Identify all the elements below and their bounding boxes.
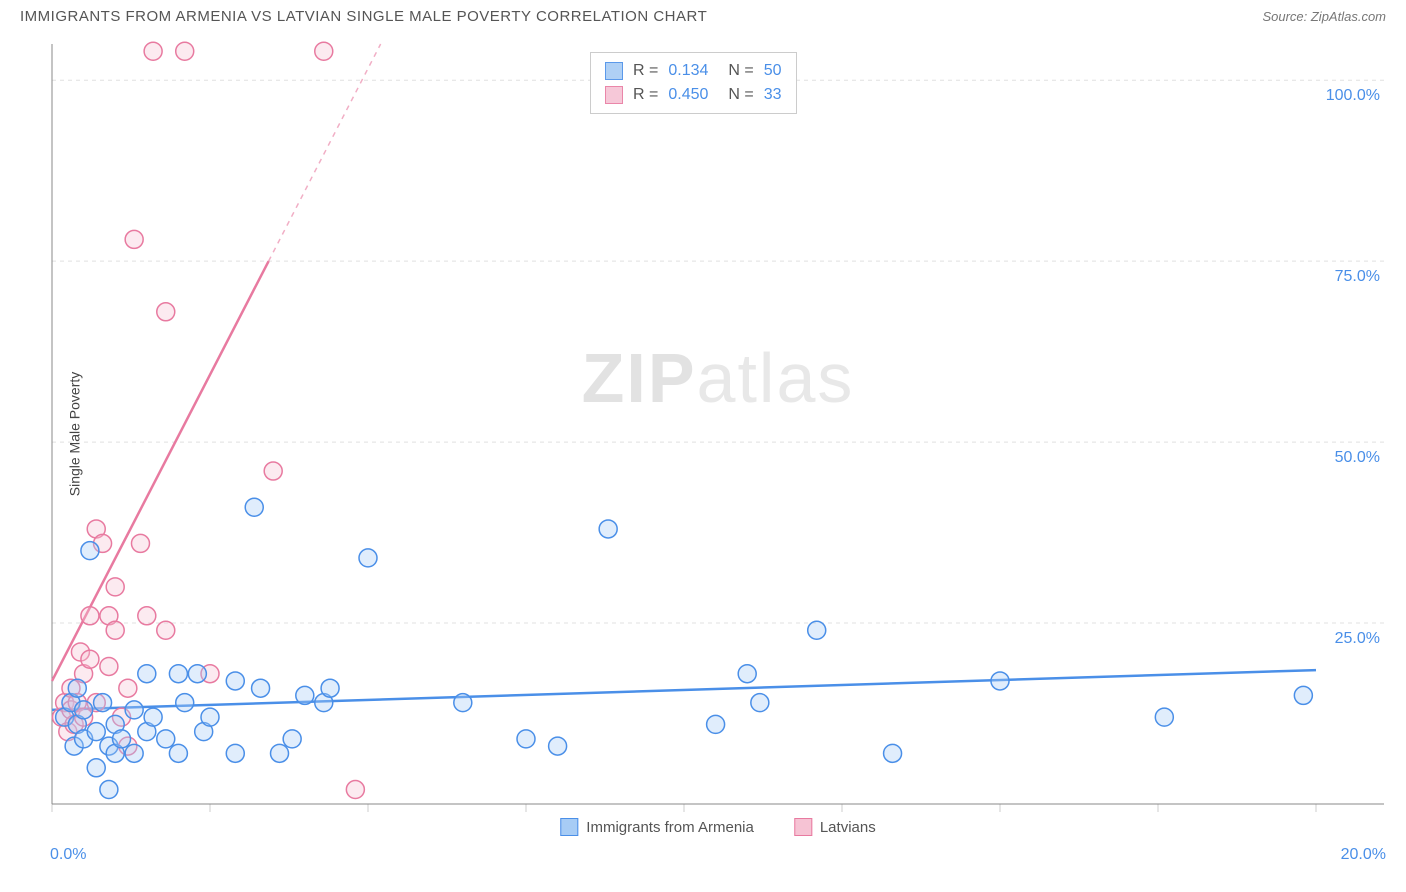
svg-text:25.0%: 25.0%: [1335, 630, 1380, 647]
stat-r-value: 0.450: [668, 83, 708, 107]
stat-r-label: R =: [633, 59, 658, 83]
x-axis-max-label: 20.0%: [1341, 846, 1386, 864]
stats-row: R = 0.134 N = 50: [605, 59, 782, 83]
stats-legend-box: R = 0.134 N = 50 R = 0.450 N = 33: [590, 52, 797, 114]
bottom-legend: Immigrants from Armenia Latvians: [560, 818, 875, 836]
stat-n-value: 50: [764, 59, 782, 83]
scatter-plot: 25.0% 50.0% 75.0% 100.0%: [50, 34, 1386, 834]
stat-n-label: N =: [728, 59, 753, 83]
chart-container: Single Male Poverty ZIPatlas 25.0%50.0%7…: [50, 34, 1386, 834]
stat-n-value: 33: [764, 83, 782, 107]
series-swatch: [605, 86, 623, 104]
source-label: Source: ZipAtlas.com: [1262, 9, 1386, 24]
legend-label: Latvians: [820, 819, 876, 836]
x-axis-min-label: 0.0%: [50, 846, 86, 864]
svg-text:100.0%: 100.0%: [1326, 87, 1380, 104]
legend-swatch: [560, 818, 578, 836]
legend-item: Immigrants from Armenia: [560, 818, 754, 836]
legend-item: Latvians: [794, 818, 876, 836]
header: IMMIGRANTS FROM ARMENIA VS LATVIAN SINGL…: [0, 0, 1406, 29]
series-swatch: [605, 62, 623, 80]
chart-title: IMMIGRANTS FROM ARMENIA VS LATVIAN SINGL…: [20, 8, 707, 25]
svg-text:50.0%: 50.0%: [1335, 449, 1380, 466]
stat-r-value: 0.134: [668, 59, 708, 83]
stat-n-label: N =: [728, 83, 753, 107]
svg-text:75.0%: 75.0%: [1335, 268, 1380, 285]
legend-label: Immigrants from Armenia: [586, 819, 754, 836]
stat-r-label: R =: [633, 83, 658, 107]
legend-swatch: [794, 818, 812, 836]
stats-row: R = 0.450 N = 33: [605, 83, 782, 107]
